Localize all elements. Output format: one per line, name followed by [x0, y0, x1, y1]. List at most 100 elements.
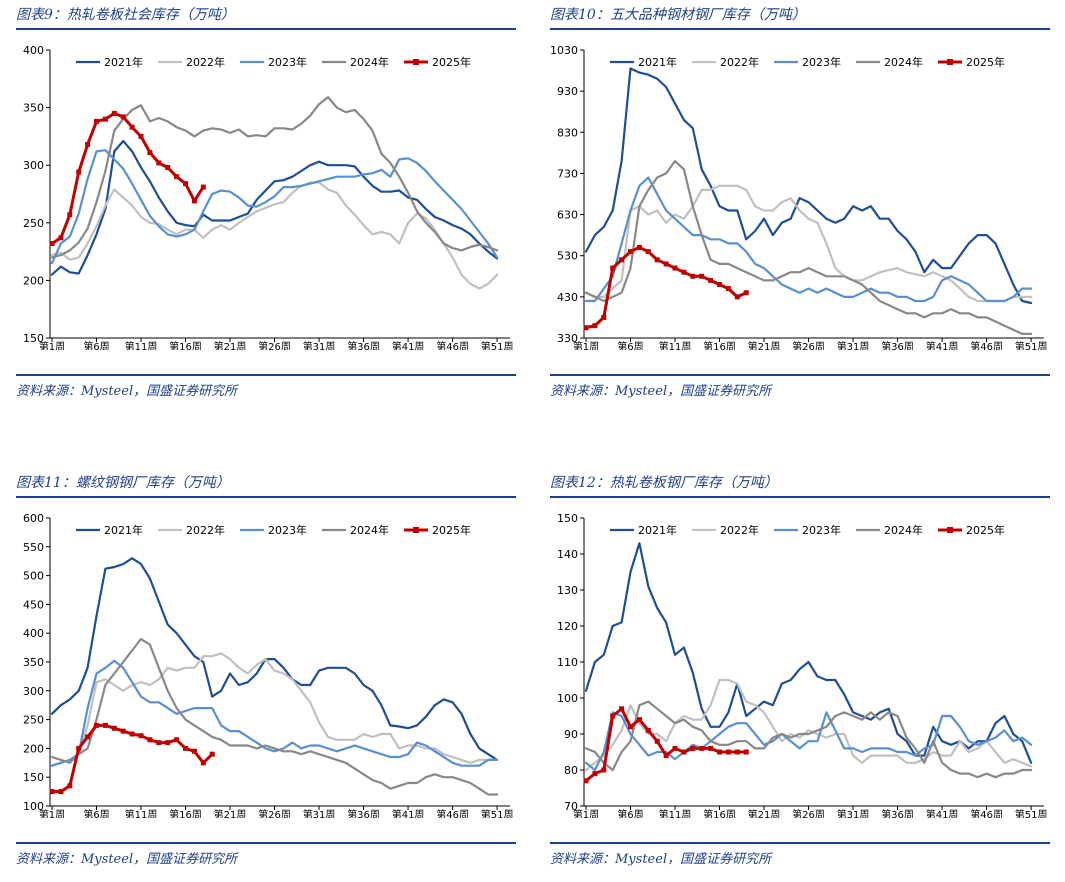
- y-tick-label: 730: [557, 167, 578, 180]
- data-point: [725, 749, 731, 755]
- source-rule: [16, 842, 516, 844]
- data-point: [734, 749, 740, 755]
- x-tick-label: 第6周: [83, 340, 109, 350]
- x-tick-label: 第31周: [303, 340, 336, 350]
- series-line-2022年: [584, 184, 1033, 303]
- x-tick-label: 第26周: [258, 340, 291, 350]
- data-point: [583, 778, 589, 784]
- x-tick-label: 第36周: [347, 808, 380, 818]
- series-line-2023年: [50, 659, 499, 767]
- data-point: [601, 314, 607, 320]
- series-line-2021年: [584, 67, 1033, 305]
- source-rule: [550, 374, 1050, 376]
- data-point: [58, 789, 64, 795]
- data-point: [200, 184, 206, 190]
- data-point: [129, 731, 135, 737]
- data-point: [743, 290, 749, 296]
- title-rule: [550, 28, 1050, 30]
- x-tick-label: 第26周: [792, 808, 825, 818]
- series-line-2021年: [584, 542, 1033, 764]
- legend-label: 2025年: [432, 55, 471, 69]
- line-chart-3: 100 150 200 250 300 350 400 450 500 550 600 第1周 第6周 第…: [23, 512, 513, 818]
- data-point: [111, 725, 117, 731]
- data-point: [681, 749, 687, 755]
- x-tick-label: 第51周: [481, 340, 514, 350]
- data-point: [610, 265, 616, 271]
- data-point: [76, 169, 82, 175]
- x-tick-label: 第6周: [617, 340, 643, 350]
- y-tick-label: 430: [557, 291, 578, 304]
- source-note: 资料来源：Mysteel，国盛证券研究所: [16, 384, 238, 399]
- x-tick-label: 第41周: [926, 808, 959, 818]
- legend-label: 2024年: [350, 523, 389, 537]
- legend-label: 2025年: [966, 523, 1005, 537]
- y-tick-label: 110: [557, 656, 578, 669]
- series-line-2022年: [50, 652, 499, 767]
- data-point: [708, 277, 714, 283]
- data-point: [654, 257, 660, 263]
- x-tick-label: 第16周: [703, 340, 736, 350]
- data-point: [165, 165, 171, 171]
- line-chart-1: 150 200 250 300 350 400 第1周 第6周 第11周 第16周 第21周 第26周…: [23, 44, 514, 350]
- x-tick-label: 第21周: [748, 808, 781, 818]
- series-line-2024年: [584, 159, 1033, 335]
- chart-title: 图表10：五大品种钢材钢厂库存（万吨）: [550, 7, 806, 23]
- data-point: [120, 728, 126, 734]
- data-point: [708, 745, 714, 751]
- data-point: [67, 212, 73, 218]
- chart-title: 图表12：热轧卷板钢厂库存（万吨）: [550, 475, 778, 491]
- x-tick-label: 第1周: [39, 808, 65, 818]
- y-tick-label: 550: [23, 541, 44, 554]
- x-tick-label: 第26周: [792, 340, 825, 350]
- data-point: [734, 294, 740, 300]
- y-tick-label: 150: [557, 512, 578, 525]
- data-point: [592, 323, 598, 329]
- series-line-2021年: [50, 139, 499, 276]
- x-tick-label: 第46周: [970, 808, 1003, 818]
- y-tick-label: 630: [557, 209, 578, 222]
- x-tick-label: 第46周: [436, 808, 469, 818]
- legend-label: 2023年: [268, 55, 307, 69]
- series-line-2024年: [50, 96, 499, 259]
- y-tick-label: 1030: [550, 44, 578, 57]
- legend-label: 2021年: [638, 523, 677, 537]
- legend-label: 2023年: [802, 55, 841, 69]
- data-point: [743, 749, 749, 755]
- source-note: 资料来源：Mysteel，国盛证券研究所: [550, 384, 772, 399]
- x-tick-label: 第16周: [703, 808, 736, 818]
- x-tick-label: 第21周: [214, 808, 247, 818]
- y-tick-label: 450: [23, 598, 44, 611]
- line-chart-4: 70 80 90 100 110 120 130 140 150 第1周 第6周 第11周 第16周 第2…: [557, 512, 1047, 818]
- data-point: [601, 767, 607, 773]
- legend-marker: [413, 59, 419, 65]
- data-point: [183, 181, 189, 187]
- data-point: [690, 745, 696, 751]
- data-point: [672, 745, 678, 751]
- legend-label: 2022年: [186, 55, 225, 69]
- data-point: [717, 749, 723, 755]
- data-point: [645, 727, 651, 733]
- source-note: 资料来源：Mysteel，国盛证券研究所: [550, 852, 772, 867]
- y-tick-label: 600: [23, 512, 44, 525]
- legend-label: 2021年: [104, 55, 143, 69]
- data-point: [174, 737, 180, 743]
- title-rule: [16, 496, 516, 498]
- data-point: [717, 282, 723, 288]
- x-tick-label: 第41周: [392, 340, 425, 350]
- legend-label: 2021年: [104, 523, 143, 537]
- y-tick-label: 100: [557, 692, 578, 705]
- y-tick-label: 80: [564, 764, 578, 777]
- data-point: [200, 760, 206, 766]
- chart-panel-4: 图表12：热轧卷板钢厂库存（万吨） 70 80 90 100 110 120 130 140 1…: [550, 472, 1050, 882]
- data-point: [58, 235, 64, 241]
- y-tick-label: 300: [23, 159, 44, 172]
- data-point: [129, 124, 135, 130]
- y-tick-label: 150: [23, 771, 44, 784]
- data-point: [165, 740, 171, 746]
- data-point: [191, 748, 197, 754]
- y-tick-label: 500: [23, 570, 44, 583]
- y-tick-label: 120: [557, 620, 578, 633]
- x-tick-label: 第46周: [436, 340, 469, 350]
- data-point: [76, 745, 82, 751]
- data-point: [690, 273, 696, 279]
